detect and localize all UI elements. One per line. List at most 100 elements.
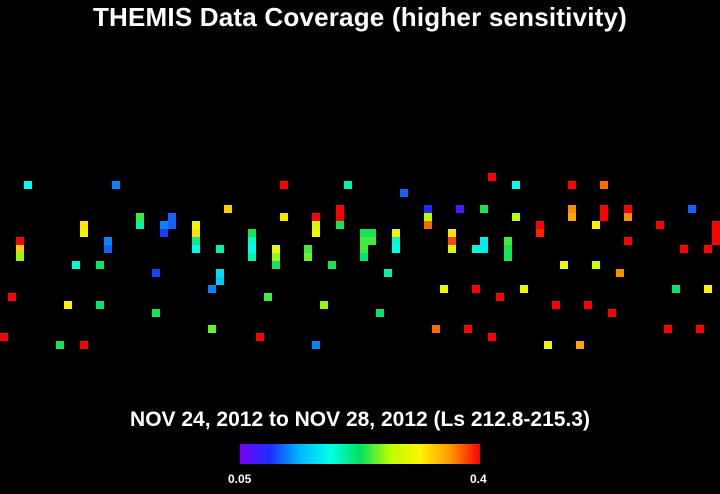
coverage-cell: [168, 213, 176, 221]
coverage-cell: [496, 293, 504, 301]
coverage-cell: [360, 237, 368, 245]
coverage-cell: [192, 229, 200, 237]
coverage-cell: [712, 229, 720, 237]
coverage-cell: [480, 245, 488, 253]
coverage-cell: [664, 325, 672, 333]
coverage-marks: [0, 173, 720, 349]
coverage-cell: [224, 205, 232, 213]
coverage-cell: [104, 245, 112, 253]
coverage-cell: [448, 237, 456, 245]
chart-title: THEMIS Data Coverage (higher sensitivity…: [92, 2, 628, 32]
coverage-cell: [400, 189, 408, 197]
coverage-cell: [104, 237, 112, 245]
coverage-cell: [336, 205, 344, 213]
coverage-cell: [328, 261, 336, 269]
coverage-cell: [512, 181, 520, 189]
coverage-cell: [112, 181, 120, 189]
coverage-cell: [600, 205, 608, 213]
coverage-cell: [488, 333, 496, 341]
coverage-cell: [696, 325, 704, 333]
coverage-cell: [384, 269, 392, 277]
coverage-cell: [376, 309, 384, 317]
coverage-cell: [216, 269, 224, 277]
coverage-cell: [312, 341, 320, 349]
colorbar-min-label: 0.05: [228, 472, 252, 486]
coverage-cell: [16, 245, 24, 253]
coverage-cell: [248, 245, 256, 253]
coverage-cell: [336, 213, 344, 221]
coverage-cell: [320, 301, 328, 309]
coverage-cell: [616, 269, 624, 277]
coverage-cell: [304, 253, 312, 261]
coverage-cell: [568, 181, 576, 189]
coverage-cell: [536, 229, 544, 237]
coverage-cell: [216, 277, 224, 285]
coverage-cell: [264, 293, 272, 301]
coverage-cell: [24, 181, 32, 189]
coverage-cell: [160, 221, 168, 229]
coverage-cell: [704, 245, 712, 253]
coverage-cell: [424, 205, 432, 213]
coverage-cell: [360, 229, 368, 237]
coverage-cell: [344, 181, 352, 189]
coverage-cell: [360, 245, 368, 253]
coverage-cell: [520, 285, 528, 293]
coverage-cell: [392, 237, 400, 245]
coverage-cell: [568, 213, 576, 221]
coverage-cell: [248, 253, 256, 261]
coverage-cell: [560, 261, 568, 269]
coverage-cell: [448, 229, 456, 237]
coverage-cell: [272, 245, 280, 253]
coverage-cell: [368, 229, 376, 237]
coverage-cell: [0, 333, 8, 341]
coverage-cell: [432, 325, 440, 333]
coverage-cell: [712, 221, 720, 229]
coverage-cell: [280, 213, 288, 221]
coverage-cell: [544, 341, 552, 349]
coverage-cell: [624, 213, 632, 221]
colorbar: [240, 444, 480, 464]
coverage-cell: [208, 285, 216, 293]
coverage-cell: [80, 229, 88, 237]
coverage-cell: [584, 301, 592, 309]
coverage-cell: [160, 229, 168, 237]
coverage-cell: [8, 293, 16, 301]
coverage-cell: [16, 253, 24, 261]
coverage-cell: [624, 237, 632, 245]
coverage-cell: [504, 237, 512, 245]
coverage-cell: [208, 325, 216, 333]
coverage-cell: [248, 229, 256, 237]
coverage-cell: [600, 213, 608, 221]
coverage-cell: [392, 229, 400, 237]
coverage-cell: [80, 341, 88, 349]
coverage-cell: [456, 205, 464, 213]
coverage-cell: [192, 245, 200, 253]
coverage-cell: [672, 285, 680, 293]
coverage-cell: [608, 309, 616, 317]
coverage-cell: [248, 237, 256, 245]
coverage-cell: [656, 221, 664, 229]
coverage-cell: [504, 245, 512, 253]
coverage-cell: [392, 245, 400, 253]
coverage-cell: [312, 229, 320, 237]
coverage-cell: [80, 221, 88, 229]
coverage-cell: [592, 261, 600, 269]
coverage-cell: [480, 237, 488, 245]
coverage-cell: [448, 245, 456, 253]
coverage-cell: [96, 301, 104, 309]
coverage-cell: [192, 221, 200, 229]
coverage-cell: [272, 253, 280, 261]
coverage-cell: [568, 205, 576, 213]
coverage-cell: [472, 245, 480, 253]
coverage-cell: [680, 245, 688, 253]
coverage-cell: [512, 213, 520, 221]
coverage-cell: [256, 333, 264, 341]
coverage-cell: [592, 221, 600, 229]
coverage-cell: [552, 301, 560, 309]
colorbar-max-label: 0.4: [470, 472, 487, 486]
coverage-cell: [336, 221, 344, 229]
coverage-cell: [368, 237, 376, 245]
coverage-cell: [440, 285, 448, 293]
coverage-cell: [272, 261, 280, 269]
coverage-cell: [280, 181, 288, 189]
